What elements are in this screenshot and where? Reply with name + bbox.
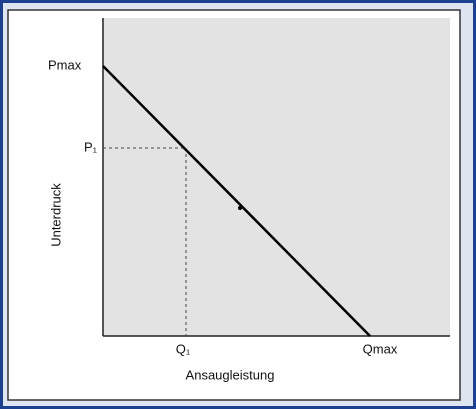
y-label: P₁ bbox=[84, 139, 98, 154]
characteristic-line bbox=[102, 65, 371, 337]
point bbox=[238, 206, 242, 210]
plot-area bbox=[103, 18, 450, 336]
x-label: Qmax bbox=[363, 341, 398, 356]
x-label: Q₁ bbox=[176, 341, 191, 356]
y-axis-title: Unterdruck bbox=[48, 183, 63, 247]
x-axis-title: Ansaugleistung bbox=[186, 367, 275, 382]
y-label: Pmax bbox=[48, 57, 82, 72]
